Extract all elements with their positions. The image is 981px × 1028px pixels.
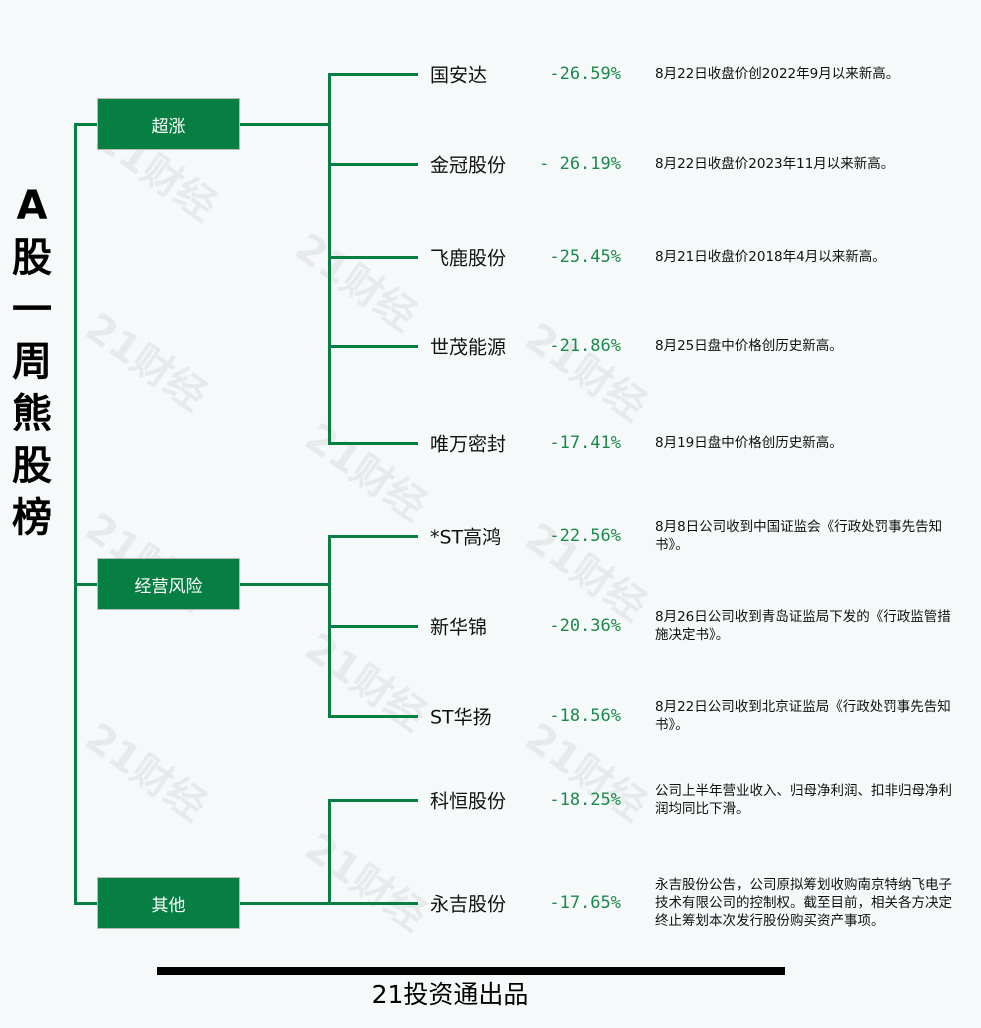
stock-description: 8月21日收盘价2018年4月以来新高。 [655,249,886,265]
branch-connector [328,535,418,538]
branch-connector [328,442,418,445]
branch-connector [328,345,418,348]
watermark: 21财经 [296,824,435,941]
page-title: A 股 一 周 熊 股 榜 [10,180,54,544]
stock-description: 8月8日公司收到中国证监会《行政处罚事先告知书》。 [655,519,943,553]
trunk-line [74,123,77,905]
connector [240,583,330,586]
stock-description: 8月19日盘中价格创历史新高。 [655,435,843,451]
stock-change-pct: -18.56% [549,706,621,726]
category-box-other: 其他 [97,877,240,929]
footer-divider [157,967,785,975]
title-char: 榜 [12,495,52,541]
branch-connector [328,799,418,802]
stock-name: ST华扬 [430,706,492,729]
stock-name: 科恒股份 [430,790,507,813]
stock-change-pct: - 26.19% [539,154,621,174]
branch-connector [328,73,418,76]
stock-name: 唯万密封 [430,433,507,456]
stock-change-pct: -20.36% [549,616,621,636]
watermark: 21财经 [76,714,215,831]
stock-description: 永吉股份公告，公司原拟筹划收购南京特纳飞电子技术有限公司的控制权。截至目前，相关… [655,877,952,929]
branch-line [328,799,331,905]
stock-change-pct: -17.65% [549,893,621,913]
watermark: 21财经 [286,224,425,341]
title-char: 股 [12,235,52,281]
stock-description: 公司上半年营业收入、归母净利润、扣非归母净利润均同比下滑。 [655,783,952,817]
title-char: 股 [12,443,52,489]
stock-change-pct: -17.41% [549,433,621,453]
category-box-surge: 超涨 [97,98,240,150]
stock-change-pct: -25.45% [549,247,621,267]
connector [240,902,330,905]
branch-connector [328,715,418,718]
branch-connector [328,902,418,905]
connector [74,123,98,126]
stock-name: *ST高鸿 [430,526,502,549]
stock-change-pct: -22.56% [549,526,621,546]
branch-connector [328,163,418,166]
connector [74,902,98,905]
watermark: 21财经 [76,304,215,421]
stock-change-pct: -26.59% [549,64,621,84]
connector [240,123,330,126]
stock-description: 8月22日收盘价2023年11月以来新高。 [655,156,895,172]
connector [74,583,98,586]
footer-credit: 21投资通出品 [371,980,529,1009]
watermark: 21财经 [516,314,655,431]
stock-name: 国安达 [430,64,488,87]
title-char: 一 [12,287,52,333]
stock-change-pct: -21.86% [549,336,621,356]
stock-change-pct: -18.25% [549,790,621,810]
stock-name: 世茂能源 [430,336,507,359]
stock-description: 8月25日盘中价格创历史新高。 [655,338,843,354]
stock-description: 8月22日收盘价创2022年9月以来新高。 [655,66,900,82]
title-char: 周 [12,339,52,385]
stock-name: 飞鹿股份 [430,247,507,270]
stock-description: 8月26日公司收到青岛证监局下发的《行政监管措施决定书》。 [655,609,951,643]
watermark: 21财经 [296,624,435,741]
branch-connector [328,625,418,628]
branch-connector [328,256,418,259]
watermark: 21财经 [296,414,435,531]
stock-name: 永吉股份 [430,893,507,916]
title-char: A [16,183,48,229]
stock-name: 新华锦 [430,616,488,639]
branch-line [328,73,331,445]
stock-description: 8月22日公司收到北京证监局《行政处罚事先告知书》。 [655,699,951,733]
stock-name: 金冠股份 [430,154,507,177]
title-char: 熊 [12,391,52,437]
category-box-operating-risk: 经营风险 [97,558,240,610]
